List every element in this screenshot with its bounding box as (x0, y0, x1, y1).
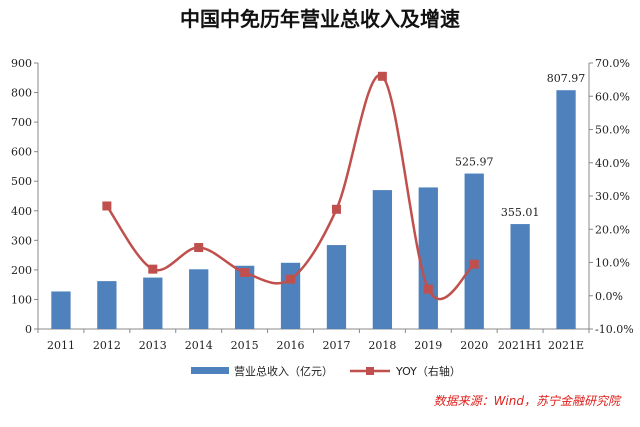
data-label: 807.97 (547, 72, 586, 85)
point-yoy (377, 71, 387, 81)
y-left-tick-label: 300 (11, 234, 32, 247)
x-tick-label: 2021E (548, 339, 584, 352)
y-left-tick-label: 200 (11, 264, 32, 277)
y-right-tick-label: 60.0% (595, 90, 630, 103)
y-left-tick-label: 400 (11, 205, 32, 218)
chart-title: 中国中免历年营业总收入及增速 (180, 7, 460, 31)
bar-revenue (51, 291, 71, 329)
y-left-tick-label: 500 (11, 175, 32, 188)
bar-revenue (234, 265, 255, 329)
y-left-tick-label: 100 (11, 293, 32, 306)
plot-area: 0 100 200 300 400 500 600 700 800 900 -10.0% 0.0% 10… (11, 57, 634, 352)
legend: 营业总收入（亿元） YOY（右轴） (191, 364, 461, 378)
x-tick-label: 2020 (460, 339, 488, 352)
y-left-tick-label: 0 (25, 323, 32, 336)
y-right-tick-label: -10.0% (595, 323, 634, 336)
bar-revenue (418, 187, 438, 329)
source-note: 数据来源：Wind，苏宁金融研究院 (434, 394, 622, 408)
bar-revenue (189, 269, 209, 329)
y-left-tick-label: 600 (11, 146, 32, 159)
x-tick-label: 2019 (414, 339, 442, 352)
y-right-tick-label: 20.0% (595, 223, 630, 236)
bar-revenue (556, 90, 576, 329)
bar-revenue (326, 245, 347, 329)
point-yoy (423, 284, 433, 294)
x-tick-label: 2011 (47, 339, 75, 352)
y-left-tick-label: 800 (11, 87, 32, 100)
point-yoy (240, 267, 250, 277)
bar-revenue (280, 262, 301, 329)
y-right-tick-label: 70.0% (595, 57, 630, 70)
bar-revenue (510, 224, 530, 329)
y-right-tick-label: 50.0% (595, 124, 630, 137)
point-yoy (102, 201, 112, 211)
bar-revenue (372, 190, 393, 329)
bar-revenue (143, 277, 163, 329)
legend-label-revenue: 营业总收入（亿元） (234, 364, 333, 378)
legend-swatch-revenue (191, 367, 229, 374)
legend-marker-yoy (366, 367, 374, 375)
x-tick-label: 2013 (139, 339, 167, 352)
x-tick-label: 2016 (277, 339, 305, 352)
x-tick-label: 2012 (93, 339, 121, 352)
line-yoy (105, 74, 476, 301)
point-yoy (286, 274, 296, 284)
point-yoy (331, 204, 341, 214)
x-tick-label: 2018 (368, 339, 396, 352)
y-left-tick-label: 700 (11, 116, 32, 129)
y-right-tick-label: 0.0% (595, 290, 623, 303)
x-tick-label: 2017 (322, 339, 350, 352)
point-yoy (148, 264, 158, 274)
x-tick-label: 2014 (185, 339, 213, 352)
legend-label-yoy: YOY（右轴） (395, 364, 461, 378)
data-label: 525.97 (455, 156, 494, 169)
x-tick-label: 2015 (231, 339, 259, 352)
data-label: 355.01 (501, 206, 540, 219)
y-right-tick-label: 10.0% (595, 257, 630, 270)
y-right-tick-label: 40.0% (595, 157, 630, 170)
y-left-tick-label: 900 (11, 57, 32, 70)
bar-revenue (464, 173, 484, 329)
bar-revenue (97, 281, 117, 329)
x-tick-label: 2021H1 (498, 339, 543, 352)
y-right-tick-label: 30.0% (595, 190, 630, 203)
point-yoy (194, 243, 204, 253)
point-yoy (469, 259, 479, 269)
